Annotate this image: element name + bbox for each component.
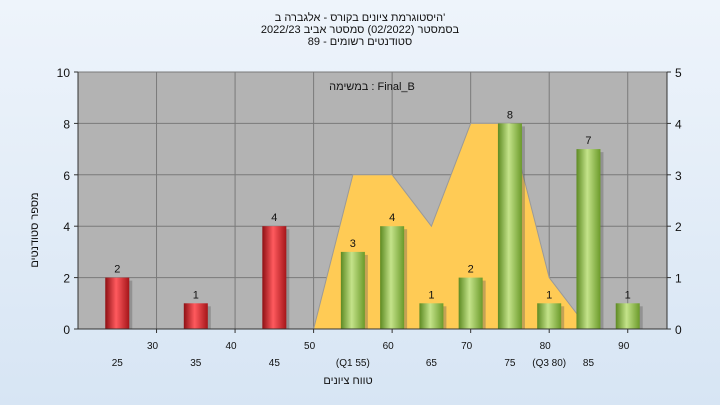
y-tick-label: 6 xyxy=(63,169,70,183)
y2-tick-label: 3 xyxy=(675,169,682,183)
bar-value-label: 4 xyxy=(389,212,395,224)
bar-value-label: 4 xyxy=(271,212,277,224)
bar-value-label: 1 xyxy=(428,289,434,301)
x-tick-label-upper: 70 xyxy=(461,341,473,352)
y-tick-label: 2 xyxy=(63,272,70,286)
x-tick-label-lower: (Q1 55) xyxy=(336,358,370,369)
y2-tick-label: 2 xyxy=(675,220,682,234)
x-tick-label-upper: 90 xyxy=(618,341,630,352)
x-tick-label-lower: 65 xyxy=(426,358,438,369)
x-tick-label-lower: 45 xyxy=(269,358,281,369)
bar-value-label: 1 xyxy=(546,289,552,301)
x-tick-label-lower: (Q3 80) xyxy=(532,358,566,369)
plot-annotation: במשימה : Final_B xyxy=(329,81,415,93)
y-tick-label: 4 xyxy=(63,220,70,234)
bar-value-label: 2 xyxy=(468,264,474,276)
x-tick-label-upper: 40 xyxy=(226,341,238,352)
chart-subtitle-students: סטודנטים רשומים - 89 xyxy=(307,36,413,48)
x-tick-label-upper: 60 xyxy=(383,341,395,352)
y2-tick-label: 1 xyxy=(675,272,682,286)
bar-value-label: 3 xyxy=(350,238,356,250)
bar-pass xyxy=(497,123,522,330)
bar-value-label: 8 xyxy=(507,109,513,121)
x-tick-label-lower: 25 xyxy=(112,358,124,369)
bars xyxy=(105,123,643,330)
chart-title: היסטוגרמת ציונים בקורס - אלגברה ב' xyxy=(274,12,446,24)
bar-pass xyxy=(458,277,483,329)
y-tick-label: 10 xyxy=(57,66,71,80)
bar-pass xyxy=(380,226,405,329)
bar-pass xyxy=(537,303,562,329)
y2-tick-label: 0 xyxy=(675,323,682,337)
bar-pass xyxy=(419,303,444,329)
bar-value-label: 2 xyxy=(114,264,120,276)
bar-pass xyxy=(615,303,640,329)
bar-fail xyxy=(105,277,130,329)
y-axis-label: מספר סטודנטים xyxy=(29,192,41,267)
y-tick-label: 8 xyxy=(63,117,70,131)
bar-pass xyxy=(340,251,365,329)
bar-fail xyxy=(262,226,287,329)
x-tick-label-lower: 75 xyxy=(504,358,516,369)
y-tick-label: 0 xyxy=(63,323,70,337)
bar-fail xyxy=(183,303,208,329)
bar-labels: 2 1 4 3 4 1 2 8 1 7 1 xyxy=(114,109,631,301)
x-tick-label-upper: 50 xyxy=(304,341,316,352)
y2-tick-label: 5 xyxy=(675,66,682,80)
bar-value-label: 1 xyxy=(625,289,631,301)
x-tick-label-upper: 30 xyxy=(147,341,159,352)
x-tick-label-lower: 85 xyxy=(583,358,595,369)
x-axis-label: טווח ציונים xyxy=(323,375,372,387)
bar-value-label: 7 xyxy=(585,135,591,147)
x-tick-label-upper: 80 xyxy=(540,341,552,352)
bar-pass xyxy=(576,149,601,329)
chart-subtitle-semester: בסמסטר (02/2022) סמסטר אביב 2022/23 xyxy=(260,24,460,36)
x-tick-label-lower: 35 xyxy=(190,358,202,369)
y2-tick-label: 4 xyxy=(675,117,682,131)
bar-value-label: 1 xyxy=(193,289,199,301)
